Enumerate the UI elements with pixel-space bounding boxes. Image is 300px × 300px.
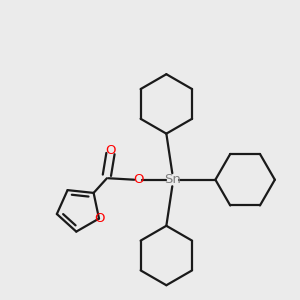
Text: O: O (133, 173, 143, 186)
Text: Sn: Sn (164, 173, 181, 186)
Text: O: O (94, 212, 104, 225)
Text: O: O (105, 143, 116, 157)
